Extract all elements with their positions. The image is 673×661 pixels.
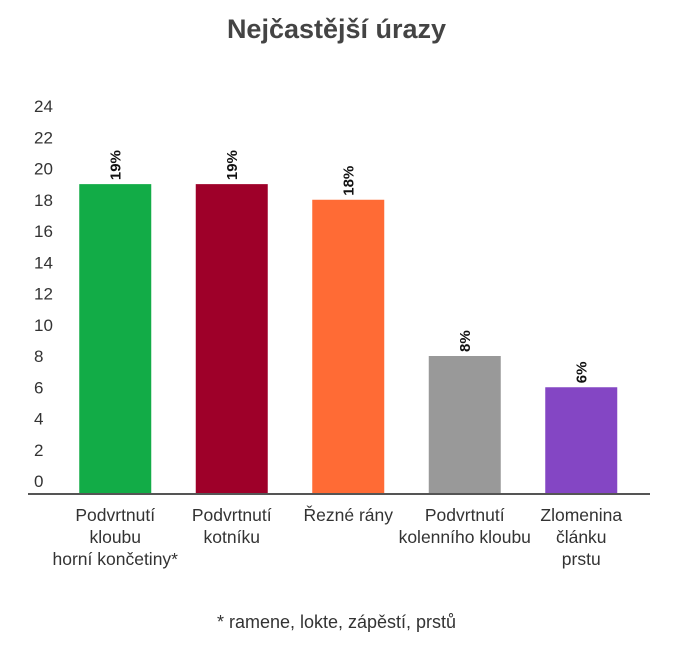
bar xyxy=(545,387,618,494)
category-label: Zlomenina článku prstu xyxy=(540,505,622,569)
category-label: Podvrtnutí kloubu horní končetiny* xyxy=(53,505,179,569)
footnote: * ramene, lokte, zápěstí, prstů xyxy=(216,612,457,632)
data-label: 19% xyxy=(107,150,124,180)
category-label: Podvrtnutí kotníku xyxy=(192,505,272,547)
y-tick-label: 12 xyxy=(34,285,53,304)
y-tick-label: 10 xyxy=(34,316,53,335)
y-tick-label: 8 xyxy=(34,347,43,366)
y-tick-label: 24 xyxy=(34,97,53,116)
data-label: 19% xyxy=(224,150,241,180)
y-tick-label: 18 xyxy=(34,191,53,210)
y-tick-label: 0 xyxy=(34,472,43,491)
y-tick-label: 20 xyxy=(34,160,53,179)
data-label: 6% xyxy=(573,362,590,384)
data-label: 8% xyxy=(457,330,474,352)
category-label: Řezné rány xyxy=(304,505,394,525)
bar xyxy=(79,184,152,494)
bar xyxy=(195,184,268,494)
chart-title: Nejčastější úrazy xyxy=(226,14,447,44)
y-tick-label: 6 xyxy=(34,378,43,397)
y-tick-label: 2 xyxy=(34,441,43,460)
category-label: Podvrtnutí kolenního kloubu xyxy=(399,505,531,547)
x-axis-labels: Podvrtnutí kloubu horní končetiny* Podvrtnu… xyxy=(53,505,623,569)
data-label: 18% xyxy=(340,166,357,196)
bars: 19% 19% 18% 8% 6% xyxy=(79,150,618,494)
bar xyxy=(428,356,501,494)
y-tick-label: 16 xyxy=(34,222,53,241)
bar xyxy=(312,199,385,494)
y-tick-label: 4 xyxy=(34,410,43,429)
y-tick-label: 22 xyxy=(34,128,53,147)
y-tick-label: 14 xyxy=(34,253,53,272)
